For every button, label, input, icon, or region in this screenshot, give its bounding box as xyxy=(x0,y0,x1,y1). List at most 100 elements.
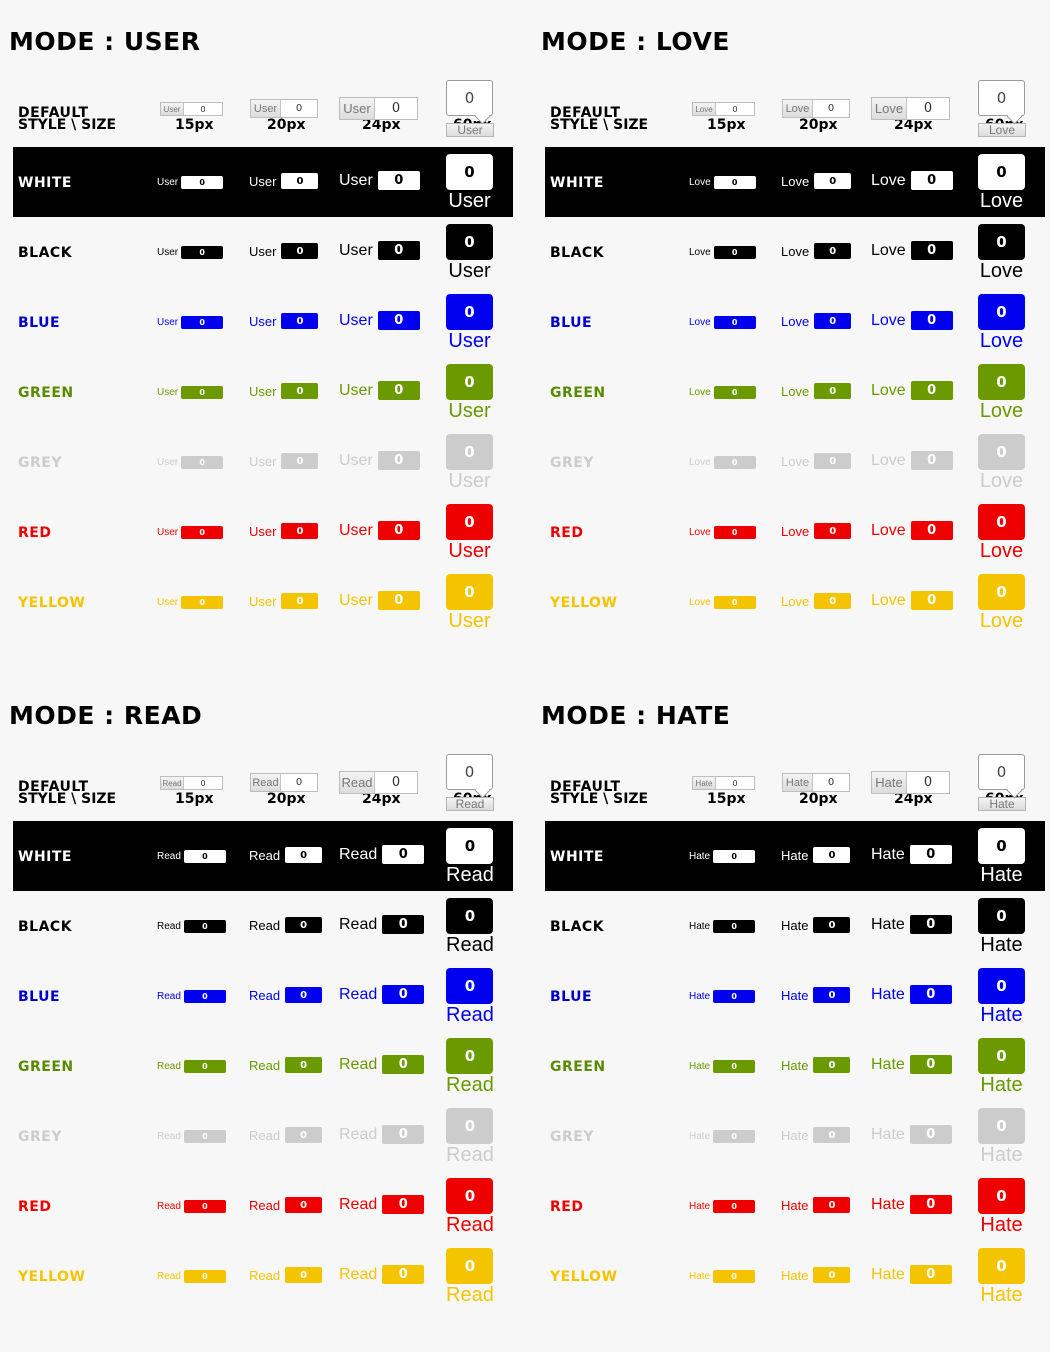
counter-widget-15px[interactable]: Hate 0 xyxy=(689,1060,756,1073)
counter-widget-60px[interactable]: 0 Read xyxy=(446,1108,494,1165)
counter-widget-24px[interactable]: Read 0 xyxy=(339,915,425,934)
counter-widget-20px[interactable]: Read 0 xyxy=(249,1127,323,1143)
counter-widget-60px[interactable]: 0 User xyxy=(446,574,493,631)
counter-widget-20px[interactable]: User 0 xyxy=(249,593,319,609)
counter-widget-24px[interactable]: Love 0 xyxy=(871,591,953,610)
counter-widget-24px[interactable]: Hate 0 xyxy=(871,985,952,1004)
counter-widget-20px[interactable]: User 0 xyxy=(249,523,319,539)
counter-widget-60px[interactable]: 0 User xyxy=(446,224,493,281)
counter-widget-60px[interactable]: 0 Hate xyxy=(978,898,1025,955)
counter-widget-20px[interactable]: User 0 xyxy=(249,453,319,469)
counter-widget-20px[interactable]: Love 0 xyxy=(781,383,852,399)
counter-widget-24px[interactable]: Hate 0 xyxy=(871,1055,952,1074)
counter-widget-24px[interactable]: User 0 xyxy=(339,97,418,120)
counter-widget-15px[interactable]: Read 0 xyxy=(157,850,226,863)
counter-widget-20px[interactable]: Love 0 xyxy=(782,99,850,118)
counter-widget-60px[interactable]: 0 User xyxy=(446,154,493,211)
counter-widget-15px[interactable]: Read 0 xyxy=(157,1270,226,1283)
counter-widget-15px[interactable]: User 0 xyxy=(157,316,224,329)
counter-widget-60px[interactable]: 0 Love xyxy=(978,504,1025,561)
counter-widget-15px[interactable]: User 0 xyxy=(160,102,223,116)
counter-widget-60px[interactable]: 0 Read xyxy=(446,754,496,811)
counter-widget-20px[interactable]: Hate 0 xyxy=(781,1127,851,1143)
counter-widget-60px[interactable]: 0 User xyxy=(446,80,496,137)
counter-widget-20px[interactable]: Hate 0 xyxy=(782,773,850,792)
counter-widget-20px[interactable]: Love 0 xyxy=(781,523,852,539)
counter-widget-20px[interactable]: Read 0 xyxy=(249,987,323,1003)
counter-widget-60px[interactable]: 0 Love xyxy=(978,154,1025,211)
counter-widget-24px[interactable]: User 0 xyxy=(339,591,420,610)
counter-widget-24px[interactable]: Love 0 xyxy=(871,311,953,330)
counter-widget-20px[interactable]: Hate 0 xyxy=(781,1057,851,1073)
counter-widget-24px[interactable]: Love 0 xyxy=(871,521,953,540)
counter-widget-15px[interactable]: Hate 0 xyxy=(692,776,755,790)
counter-widget-15px[interactable]: User 0 xyxy=(157,526,224,539)
counter-widget-15px[interactable]: Read 0 xyxy=(160,776,223,790)
counter-widget-24px[interactable]: User 0 xyxy=(339,381,420,400)
counter-widget-60px[interactable]: 0 Read xyxy=(446,1038,494,1095)
counter-widget-15px[interactable]: Hate 0 xyxy=(689,1270,756,1283)
counter-widget-15px[interactable]: Love 0 xyxy=(689,596,756,609)
counter-widget-60px[interactable]: 0 User xyxy=(446,364,493,421)
counter-widget-60px[interactable]: 0 Love xyxy=(978,434,1025,491)
counter-widget-15px[interactable]: User 0 xyxy=(157,596,224,609)
counter-widget-20px[interactable]: User 0 xyxy=(249,243,319,259)
counter-widget-20px[interactable]: Read 0 xyxy=(249,1197,323,1213)
counter-widget-15px[interactable]: Love 0 xyxy=(689,526,756,539)
counter-widget-24px[interactable]: Hate 0 xyxy=(871,1195,952,1214)
counter-widget-20px[interactable]: Hate 0 xyxy=(781,917,851,933)
counter-widget-24px[interactable]: Read 0 xyxy=(339,1265,425,1284)
counter-widget-24px[interactable]: Love 0 xyxy=(871,381,953,400)
counter-widget-24px[interactable]: Hate 0 xyxy=(871,1265,952,1284)
counter-widget-15px[interactable]: Hate 0 xyxy=(689,920,756,933)
counter-widget-20px[interactable]: Love 0 xyxy=(781,173,852,189)
counter-widget-20px[interactable]: User 0 xyxy=(249,173,319,189)
counter-widget-60px[interactable]: 0 User xyxy=(446,434,493,491)
counter-widget-24px[interactable]: Read 0 xyxy=(339,1195,425,1214)
counter-widget-24px[interactable]: Hate 0 xyxy=(871,1125,952,1144)
counter-widget-15px[interactable]: Hate 0 xyxy=(689,850,756,863)
counter-widget-24px[interactable]: Love 0 xyxy=(871,241,953,260)
counter-widget-60px[interactable]: 0 Love xyxy=(978,224,1025,281)
counter-widget-60px[interactable]: 0 User xyxy=(446,294,493,351)
counter-widget-15px[interactable]: Read 0 xyxy=(157,1130,226,1143)
counter-widget-15px[interactable]: Love 0 xyxy=(689,246,756,259)
counter-widget-60px[interactable]: 0 User xyxy=(446,504,493,561)
counter-widget-60px[interactable]: 0 Love xyxy=(978,80,1028,137)
counter-widget-15px[interactable]: Love 0 xyxy=(689,386,756,399)
counter-widget-24px[interactable]: Hate 0 xyxy=(871,845,952,864)
counter-widget-15px[interactable]: Love 0 xyxy=(689,316,756,329)
counter-widget-15px[interactable]: Love 0 xyxy=(692,102,755,116)
counter-widget-15px[interactable]: User 0 xyxy=(157,176,224,189)
counter-widget-20px[interactable]: Love 0 xyxy=(781,243,852,259)
counter-widget-20px[interactable]: User 0 xyxy=(250,99,318,118)
counter-widget-20px[interactable]: Read 0 xyxy=(249,1267,323,1283)
counter-widget-24px[interactable]: Read 0 xyxy=(339,771,418,794)
counter-widget-20px[interactable]: Read 0 xyxy=(249,917,323,933)
counter-widget-20px[interactable]: Love 0 xyxy=(781,453,852,469)
counter-widget-15px[interactable]: Read 0 xyxy=(157,990,226,1003)
counter-widget-24px[interactable]: Hate 0 xyxy=(871,771,950,794)
counter-widget-24px[interactable]: Love 0 xyxy=(871,97,950,120)
counter-widget-20px[interactable]: User 0 xyxy=(249,383,319,399)
counter-widget-60px[interactable]: 0 Love xyxy=(978,364,1025,421)
counter-widget-15px[interactable]: Hate 0 xyxy=(689,1130,756,1143)
counter-widget-20px[interactable]: Hate 0 xyxy=(781,1267,851,1283)
counter-widget-24px[interactable]: Love 0 xyxy=(871,451,953,470)
counter-widget-24px[interactable]: User 0 xyxy=(339,171,420,190)
counter-widget-15px[interactable]: Read 0 xyxy=(157,920,226,933)
counter-widget-15px[interactable]: Hate 0 xyxy=(689,990,756,1003)
counter-widget-24px[interactable]: Read 0 xyxy=(339,845,425,864)
counter-widget-20px[interactable]: Hate 0 xyxy=(781,987,851,1003)
counter-widget-60px[interactable]: 0 Hate xyxy=(978,1108,1025,1165)
counter-widget-60px[interactable]: 0 Read xyxy=(446,1178,494,1235)
counter-widget-15px[interactable]: Read 0 xyxy=(157,1200,226,1213)
counter-widget-60px[interactable]: 0 Hate xyxy=(978,968,1025,1025)
counter-widget-60px[interactable]: 0 Read xyxy=(446,968,494,1025)
counter-widget-60px[interactable]: 0 Love xyxy=(978,294,1025,351)
counter-widget-20px[interactable]: Hate 0 xyxy=(781,1197,851,1213)
counter-widget-24px[interactable]: Hate 0 xyxy=(871,915,952,934)
counter-widget-60px[interactable]: 0 Hate xyxy=(978,828,1025,885)
counter-widget-20px[interactable]: Love 0 xyxy=(781,313,852,329)
counter-widget-60px[interactable]: 0 Hate xyxy=(978,1178,1025,1235)
